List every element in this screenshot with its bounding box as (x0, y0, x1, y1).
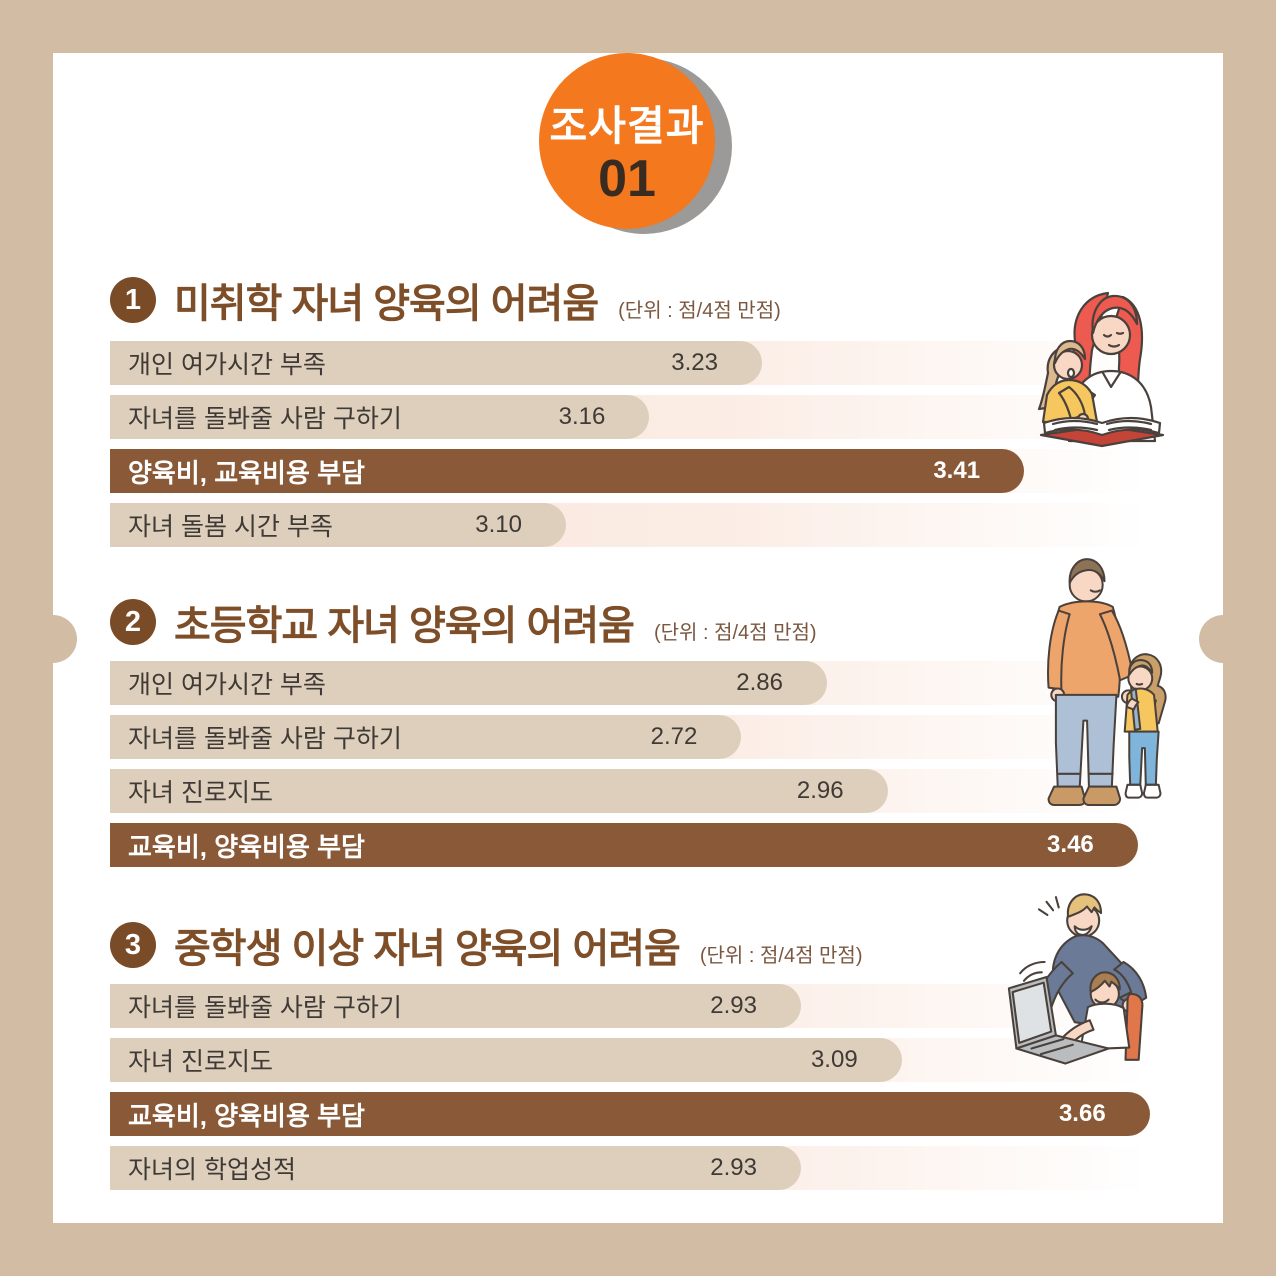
bar-row: 개인 여가시간 부족 3.23 (110, 341, 1193, 385)
section-1-header: 1 미취학 자녀 양육의 어려움 (단위 : 점/4점 만점) (110, 275, 781, 326)
bar-value: 2.72 (650, 723, 698, 750)
section-2-header: 2 초등학교 자녀 양육의 어려움 (단위 : 점/4점 만점) (110, 597, 817, 648)
right-notch (1199, 615, 1247, 663)
father-child-walking-illustration-icon (1047, 558, 1167, 807)
bar-value: 2.93 (710, 992, 757, 1019)
section-2-unit-label: (단위 : 점/4점 만점) (653, 621, 817, 644)
bar-value: 3.41 (933, 457, 981, 484)
section-2-title: 초등학교 자녀 양육의 어려움 (174, 604, 635, 648)
bar-label: 자녀를 돌봐줄 사람 구하기 (128, 994, 402, 1022)
bar-value: 2.96 (796, 777, 844, 804)
section-2-number-badge: 2 (110, 599, 156, 645)
bar-row: 자녀 돌봄 시간 부족 3.10 (110, 503, 1193, 547)
bar-label: 자녀 돌봄 시간 부족 (128, 513, 333, 541)
bar-value: 2.93 (710, 1154, 757, 1181)
bar-row-highlight: 교육비, 양육비용 부담 3.66 (110, 1092, 1193, 1136)
badge-title: 조사결과 (549, 102, 705, 149)
bar: 자녀 진로지도 2.96 (110, 769, 888, 813)
bar-value: 3.66 (1058, 1100, 1106, 1127)
survey-result-badge: 조사결과 01 (539, 53, 715, 229)
bar-value: 3.46 (1047, 831, 1094, 858)
bar-row: 자녀 진로지도 2.96 (110, 769, 1193, 813)
bar-label: 개인 여가시간 부족 (128, 351, 326, 379)
bar-row: 자녀를 돌봐줄 사람 구하기 3.16 (110, 395, 1193, 439)
bar-row: 자녀의 학업성적 2.93 (110, 1146, 1193, 1190)
mother-child-reading-illustration-icon (1037, 291, 1165, 448)
bar: 개인 여가시간 부족 2.86 (110, 661, 827, 705)
bar-label: 자녀의 학업성적 (128, 1156, 296, 1184)
badge-number: 01 (598, 149, 656, 208)
bar: 교육비, 양육비용 부담 3.46 (110, 823, 1138, 867)
bar-label: 자녀를 돌봐줄 사람 구하기 (128, 725, 402, 753)
parent-teen-laptop-illustration-icon (1007, 893, 1148, 1065)
bar-value: 3.09 (810, 1046, 858, 1073)
section-3-unit-label: (단위 : 점/4점 만점) (699, 944, 863, 967)
bar: 자녀를 돌봐줄 사람 구하기 2.93 (110, 984, 801, 1028)
section-3-title: 중학생 이상 자녀 양육의 어려움 (174, 927, 681, 971)
bar-value: 3.23 (671, 349, 718, 376)
section-1-title: 미취학 자녀 양육의 어려움 (174, 282, 599, 326)
left-notch (29, 615, 77, 663)
bar: 자녀 돌봄 시간 부족 3.10 (110, 503, 566, 547)
bar-row: 자녀 진로지도 3.09 (110, 1038, 1193, 1082)
section-3-number-badge: 3 (110, 922, 156, 968)
section-1-unit-label: (단위 : 점/4점 만점) (618, 299, 781, 322)
bar: 자녀를 돌봐줄 사람 구하기 2.72 (110, 715, 742, 759)
bar-row: 개인 여가시간 부족 2.86 (110, 661, 1193, 705)
bar-label: 교육비, 양육비용 부담 (128, 1100, 365, 1131)
content-card: 조사결과 01 1 미취학 자녀 양육의 어려움 (단위 : 점/4점 만점) … (29, 53, 1247, 1223)
bar-row-highlight: 교육비, 양육비용 부담 3.46 (110, 823, 1193, 867)
bar: 개인 여가시간 부족 3.23 (110, 341, 762, 385)
bar-row: 자녀를 돌봐줄 사람 구하기 2.72 (110, 715, 1193, 759)
section-1-number-badge: 1 (110, 277, 156, 323)
bar-value: 3.16 (558, 403, 606, 430)
bar-label: 개인 여가시간 부족 (128, 671, 326, 699)
section-3-header: 3 중학생 이상 자녀 양육의 어려움 (단위 : 점/4점 만점) (110, 920, 863, 971)
bar: 자녀를 돌봐줄 사람 구하기 3.16 (110, 395, 650, 439)
bar-label: 교육비, 양육비용 부담 (128, 831, 365, 862)
bar-label: 자녀 진로지도 (128, 779, 273, 807)
bar-label: 양육비, 교육비용 부담 (128, 457, 365, 488)
bar-label: 자녀 진로지도 (128, 1048, 273, 1076)
bar: 교육비, 양육비용 부담 3.66 (110, 1092, 1150, 1136)
bar: 양육비, 교육비용 부담 3.41 (110, 449, 1025, 493)
bar-value: 3.10 (475, 511, 522, 538)
bar-value: 2.86 (736, 669, 783, 696)
bar: 자녀 진로지도 3.09 (110, 1038, 902, 1082)
bar-label: 자녀를 돌봐줄 사람 구하기 (128, 405, 402, 433)
bar: 자녀의 학업성적 2.93 (110, 1146, 801, 1190)
bar-row-highlight: 양육비, 교육비용 부담 3.41 (110, 449, 1193, 493)
